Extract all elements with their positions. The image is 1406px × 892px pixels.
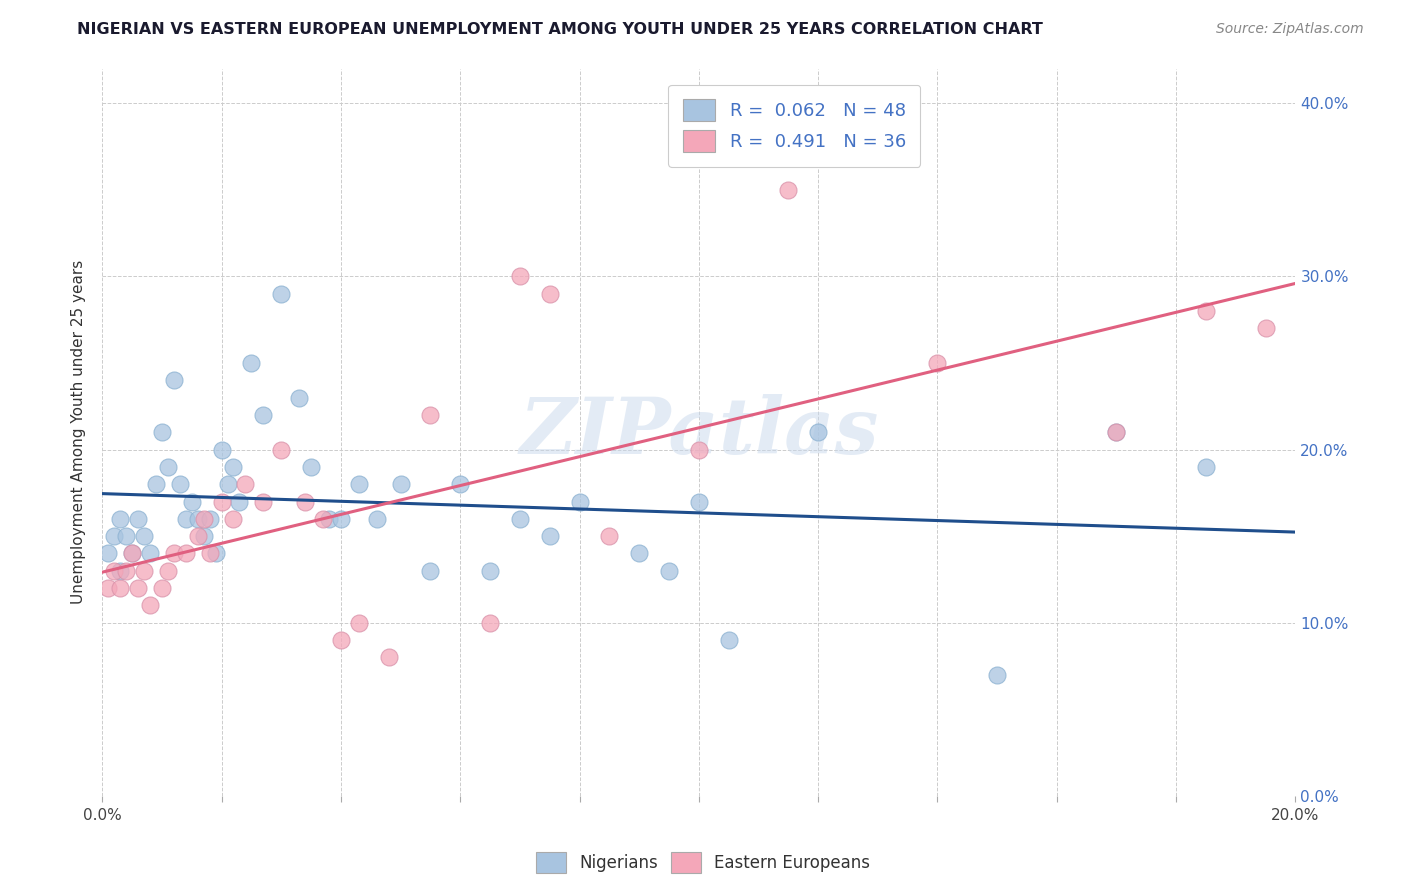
- Point: [1105, 425, 1128, 440]
- Point: [568, 494, 591, 508]
- Point: [270, 286, 292, 301]
- Point: [108, 512, 131, 526]
- Point: [228, 494, 250, 508]
- Point: [139, 599, 162, 613]
- Point: [598, 529, 620, 543]
- Point: [347, 477, 370, 491]
- Point: [312, 512, 335, 526]
- Point: [174, 547, 197, 561]
- Point: [538, 286, 561, 301]
- Point: [108, 564, 131, 578]
- Point: [294, 494, 316, 508]
- Point: [222, 512, 245, 526]
- Point: [180, 494, 202, 508]
- Point: [145, 477, 167, 491]
- Point: [658, 564, 681, 578]
- Point: [778, 183, 800, 197]
- Point: [347, 615, 370, 630]
- Point: [115, 529, 138, 543]
- Point: [132, 529, 155, 543]
- Point: [288, 391, 311, 405]
- Point: [377, 650, 399, 665]
- Point: [169, 477, 191, 491]
- Point: [198, 547, 221, 561]
- Point: [103, 529, 125, 543]
- Point: [927, 356, 949, 370]
- Point: [329, 633, 352, 648]
- Legend: R =  0.062   N = 48, R =  0.491   N = 36: R = 0.062 N = 48, R = 0.491 N = 36: [668, 85, 921, 167]
- Text: Source: ZipAtlas.com: Source: ZipAtlas.com: [1216, 22, 1364, 37]
- Point: [108, 581, 131, 595]
- Y-axis label: Unemployment Among Youth under 25 years: Unemployment Among Youth under 25 years: [72, 260, 86, 605]
- Point: [509, 269, 531, 284]
- Point: [150, 581, 173, 595]
- Point: [986, 667, 1008, 681]
- Point: [103, 564, 125, 578]
- Point: [688, 494, 710, 508]
- Point: [193, 529, 215, 543]
- Point: [538, 529, 561, 543]
- Point: [139, 547, 162, 561]
- Point: [174, 512, 197, 526]
- Text: ZIPatlas: ZIPatlas: [519, 394, 879, 470]
- Point: [1195, 304, 1218, 318]
- Point: [222, 459, 245, 474]
- Point: [121, 547, 143, 561]
- Point: [628, 547, 651, 561]
- Point: [240, 356, 263, 370]
- Legend: Nigerians, Eastern Europeans: Nigerians, Eastern Europeans: [529, 846, 877, 880]
- Point: [163, 373, 186, 387]
- Point: [252, 408, 274, 422]
- Text: NIGERIAN VS EASTERN EUROPEAN UNEMPLOYMENT AMONG YOUTH UNDER 25 YEARS CORRELATION: NIGERIAN VS EASTERN EUROPEAN UNEMPLOYMEN…: [77, 22, 1043, 37]
- Point: [97, 547, 120, 561]
- Point: [97, 581, 120, 595]
- Point: [163, 547, 186, 561]
- Point: [389, 477, 412, 491]
- Point: [127, 512, 149, 526]
- Point: [1195, 459, 1218, 474]
- Point: [235, 477, 257, 491]
- Point: [1254, 321, 1277, 335]
- Point: [419, 408, 441, 422]
- Point: [419, 564, 441, 578]
- Point: [366, 512, 388, 526]
- Point: [270, 442, 292, 457]
- Point: [717, 633, 740, 648]
- Point: [479, 564, 502, 578]
- Point: [252, 494, 274, 508]
- Point: [132, 564, 155, 578]
- Point: [156, 564, 179, 578]
- Point: [299, 459, 322, 474]
- Point: [187, 512, 209, 526]
- Point: [479, 615, 502, 630]
- Point: [688, 442, 710, 457]
- Point: [193, 512, 215, 526]
- Point: [121, 547, 143, 561]
- Point: [807, 425, 830, 440]
- Point: [1105, 425, 1128, 440]
- Point: [204, 547, 226, 561]
- Point: [509, 512, 531, 526]
- Point: [318, 512, 340, 526]
- Point: [127, 581, 149, 595]
- Point: [156, 459, 179, 474]
- Point: [150, 425, 173, 440]
- Point: [211, 442, 233, 457]
- Point: [115, 564, 138, 578]
- Point: [198, 512, 221, 526]
- Point: [187, 529, 209, 543]
- Point: [329, 512, 352, 526]
- Point: [211, 494, 233, 508]
- Point: [217, 477, 239, 491]
- Point: [449, 477, 471, 491]
